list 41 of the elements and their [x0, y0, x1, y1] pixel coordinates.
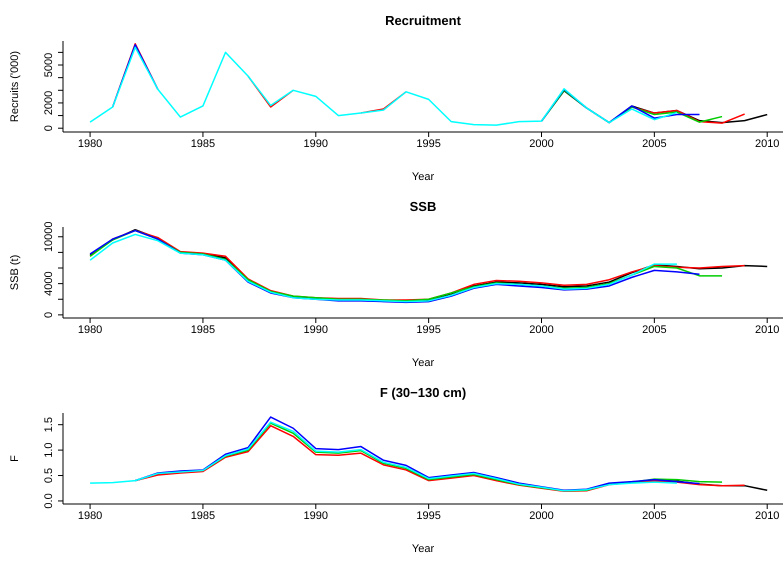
- x-tick-label: 2010: [754, 138, 780, 150]
- y-tick-label: 0: [43, 312, 55, 318]
- x-tick-label: 2005: [642, 510, 667, 522]
- x-axis-title: Year: [412, 171, 434, 183]
- x-tick-label: 1980: [78, 324, 102, 336]
- x-tick-label: 1980: [78, 510, 102, 522]
- x-tick-label: 2000: [529, 324, 554, 336]
- x-tick-label: 1995: [416, 138, 441, 150]
- x-tick-label: 1995: [416, 324, 441, 336]
- y-tick-label: 0: [43, 125, 55, 132]
- y-axis-title: SSB (t): [8, 254, 21, 290]
- x-tick-label: 1985: [190, 138, 216, 150]
- x-tick-label: 2005: [642, 138, 667, 150]
- x-axis-title: Year: [412, 357, 434, 369]
- x-tick-label: 2000: [529, 138, 554, 150]
- x-tick-label: 2000: [529, 510, 554, 522]
- x-tick-label: 1990: [304, 324, 328, 336]
- y-tick-label: 1.5: [43, 417, 55, 432]
- x-tick-label: 1990: [304, 138, 328, 150]
- x-tick-label: 2010: [754, 510, 780, 522]
- x-tick-label: 1995: [416, 510, 441, 522]
- y-tick-label: 10000: [43, 221, 55, 252]
- x-tick-label: 1990: [304, 510, 328, 522]
- chart-title: Recruitment: [384, 13, 462, 28]
- y-tick-label: 5000: [43, 52, 55, 78]
- y-tick-label: 0.5: [43, 468, 55, 484]
- x-tick-label: 1980: [78, 138, 102, 150]
- y-tick-label: 0.0: [43, 493, 55, 509]
- y-axis-title: F: [8, 454, 21, 462]
- x-tick-label: 2010: [754, 324, 780, 336]
- chart-title: SSB: [408, 199, 438, 214]
- y-tick-label: 1.0: [43, 442, 55, 458]
- chart-title: F (30−130 cm): [378, 385, 468, 400]
- y-tick-label: 2000: [43, 90, 55, 116]
- x-axis-title: Year: [412, 543, 434, 555]
- x-tick-label: 1985: [190, 510, 216, 522]
- y-tick-label: 4000: [43, 271, 55, 296]
- line-series: [89, 421, 678, 492]
- x-tick-label: 1985: [190, 324, 216, 336]
- y-axis-title: Recruits ('000): [8, 50, 21, 122]
- x-tick-label: 2005: [642, 324, 667, 336]
